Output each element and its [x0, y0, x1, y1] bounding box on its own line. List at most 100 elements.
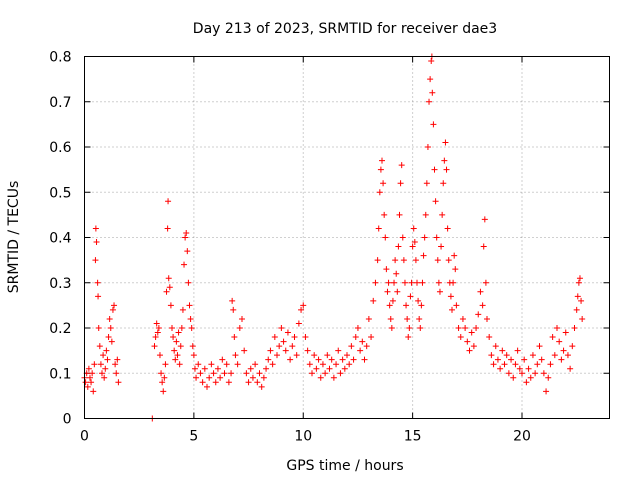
data-point — [204, 383, 210, 390]
data-point — [408, 279, 415, 286]
data-point — [113, 370, 120, 377]
data-point — [174, 352, 181, 359]
data-point — [382, 234, 389, 241]
data-point — [256, 370, 263, 377]
data-point — [182, 234, 189, 241]
data-point — [245, 379, 252, 386]
data-point — [214, 365, 221, 372]
data-point — [232, 352, 239, 359]
data-point — [481, 216, 488, 223]
data-point — [536, 343, 543, 350]
data-point — [529, 352, 536, 359]
data-point — [311, 352, 318, 359]
data-point — [410, 225, 417, 232]
data-point — [302, 334, 309, 341]
data-point — [404, 315, 411, 322]
data-point — [92, 257, 99, 264]
data-point — [169, 325, 175, 331]
data-point — [102, 365, 109, 372]
data-point — [403, 302, 410, 309]
data-point — [416, 315, 423, 322]
data-point — [421, 234, 428, 241]
data-point — [562, 329, 569, 336]
data-point — [95, 325, 102, 331]
data-point — [379, 157, 385, 164]
data-point — [445, 257, 452, 264]
data-point — [337, 370, 344, 377]
data-point — [444, 225, 451, 232]
data-point — [578, 297, 585, 304]
data-point — [199, 379, 206, 386]
data-point — [189, 343, 196, 350]
data-point — [383, 266, 390, 273]
data-point — [503, 352, 510, 359]
data-point — [564, 352, 571, 359]
data-point — [424, 144, 431, 150]
data-point — [112, 361, 119, 368]
data-point — [161, 374, 168, 381]
data-point — [368, 334, 375, 341]
data-point — [221, 370, 228, 377]
data-point — [389, 297, 396, 304]
data-point — [380, 180, 387, 187]
data-point — [519, 370, 525, 377]
data-point — [89, 370, 96, 377]
x-tick-label: 10 — [294, 429, 312, 445]
data-point — [435, 279, 442, 286]
data-point — [96, 343, 103, 350]
data-point — [309, 370, 315, 377]
data-point — [239, 315, 245, 322]
data-point — [438, 243, 445, 250]
data-point — [452, 266, 459, 273]
data-point — [341, 365, 348, 372]
data-point — [394, 288, 401, 295]
data-point — [166, 284, 173, 291]
data-point — [104, 356, 111, 363]
grid — [84, 56, 610, 419]
x-axis-label: GPS time / hours — [286, 458, 403, 474]
data-point — [162, 361, 169, 368]
data-point — [464, 338, 471, 345]
data-point — [236, 325, 243, 331]
data-point — [350, 356, 357, 363]
data-point — [370, 297, 377, 304]
data-point — [282, 347, 289, 354]
data-point — [525, 365, 532, 372]
data-point — [426, 98, 433, 105]
data-point — [569, 343, 576, 350]
data-point — [176, 361, 183, 368]
data-point — [543, 388, 550, 395]
data-point — [419, 279, 426, 286]
data-point — [315, 356, 322, 363]
data-point — [359, 338, 366, 345]
data-point — [91, 361, 98, 368]
data-point — [230, 306, 237, 313]
data-point — [400, 257, 407, 264]
y-tick-label: 0.6 — [49, 140, 71, 156]
data-point — [269, 361, 276, 368]
data-point — [540, 370, 547, 377]
data-point — [567, 365, 574, 372]
data-point — [300, 302, 307, 309]
data-point — [108, 338, 115, 345]
data-point — [276, 343, 283, 350]
data-point — [175, 329, 182, 336]
data-point — [415, 297, 422, 304]
data-point — [392, 257, 399, 264]
data-point — [160, 388, 167, 395]
data-point — [322, 370, 329, 377]
data-point — [93, 239, 100, 246]
data-point — [505, 370, 512, 377]
data-point — [335, 347, 342, 354]
data-point — [234, 361, 241, 368]
data-point — [208, 361, 215, 368]
data-point — [397, 180, 404, 187]
x-tick-label: 0 — [80, 429, 89, 445]
data-point — [339, 356, 346, 363]
data-point — [243, 370, 250, 377]
data-point — [479, 302, 486, 309]
data-point — [82, 379, 89, 386]
data-point — [152, 334, 159, 341]
data-point — [486, 334, 493, 341]
y-axis-label: SRMTID / TECUs — [6, 181, 22, 294]
